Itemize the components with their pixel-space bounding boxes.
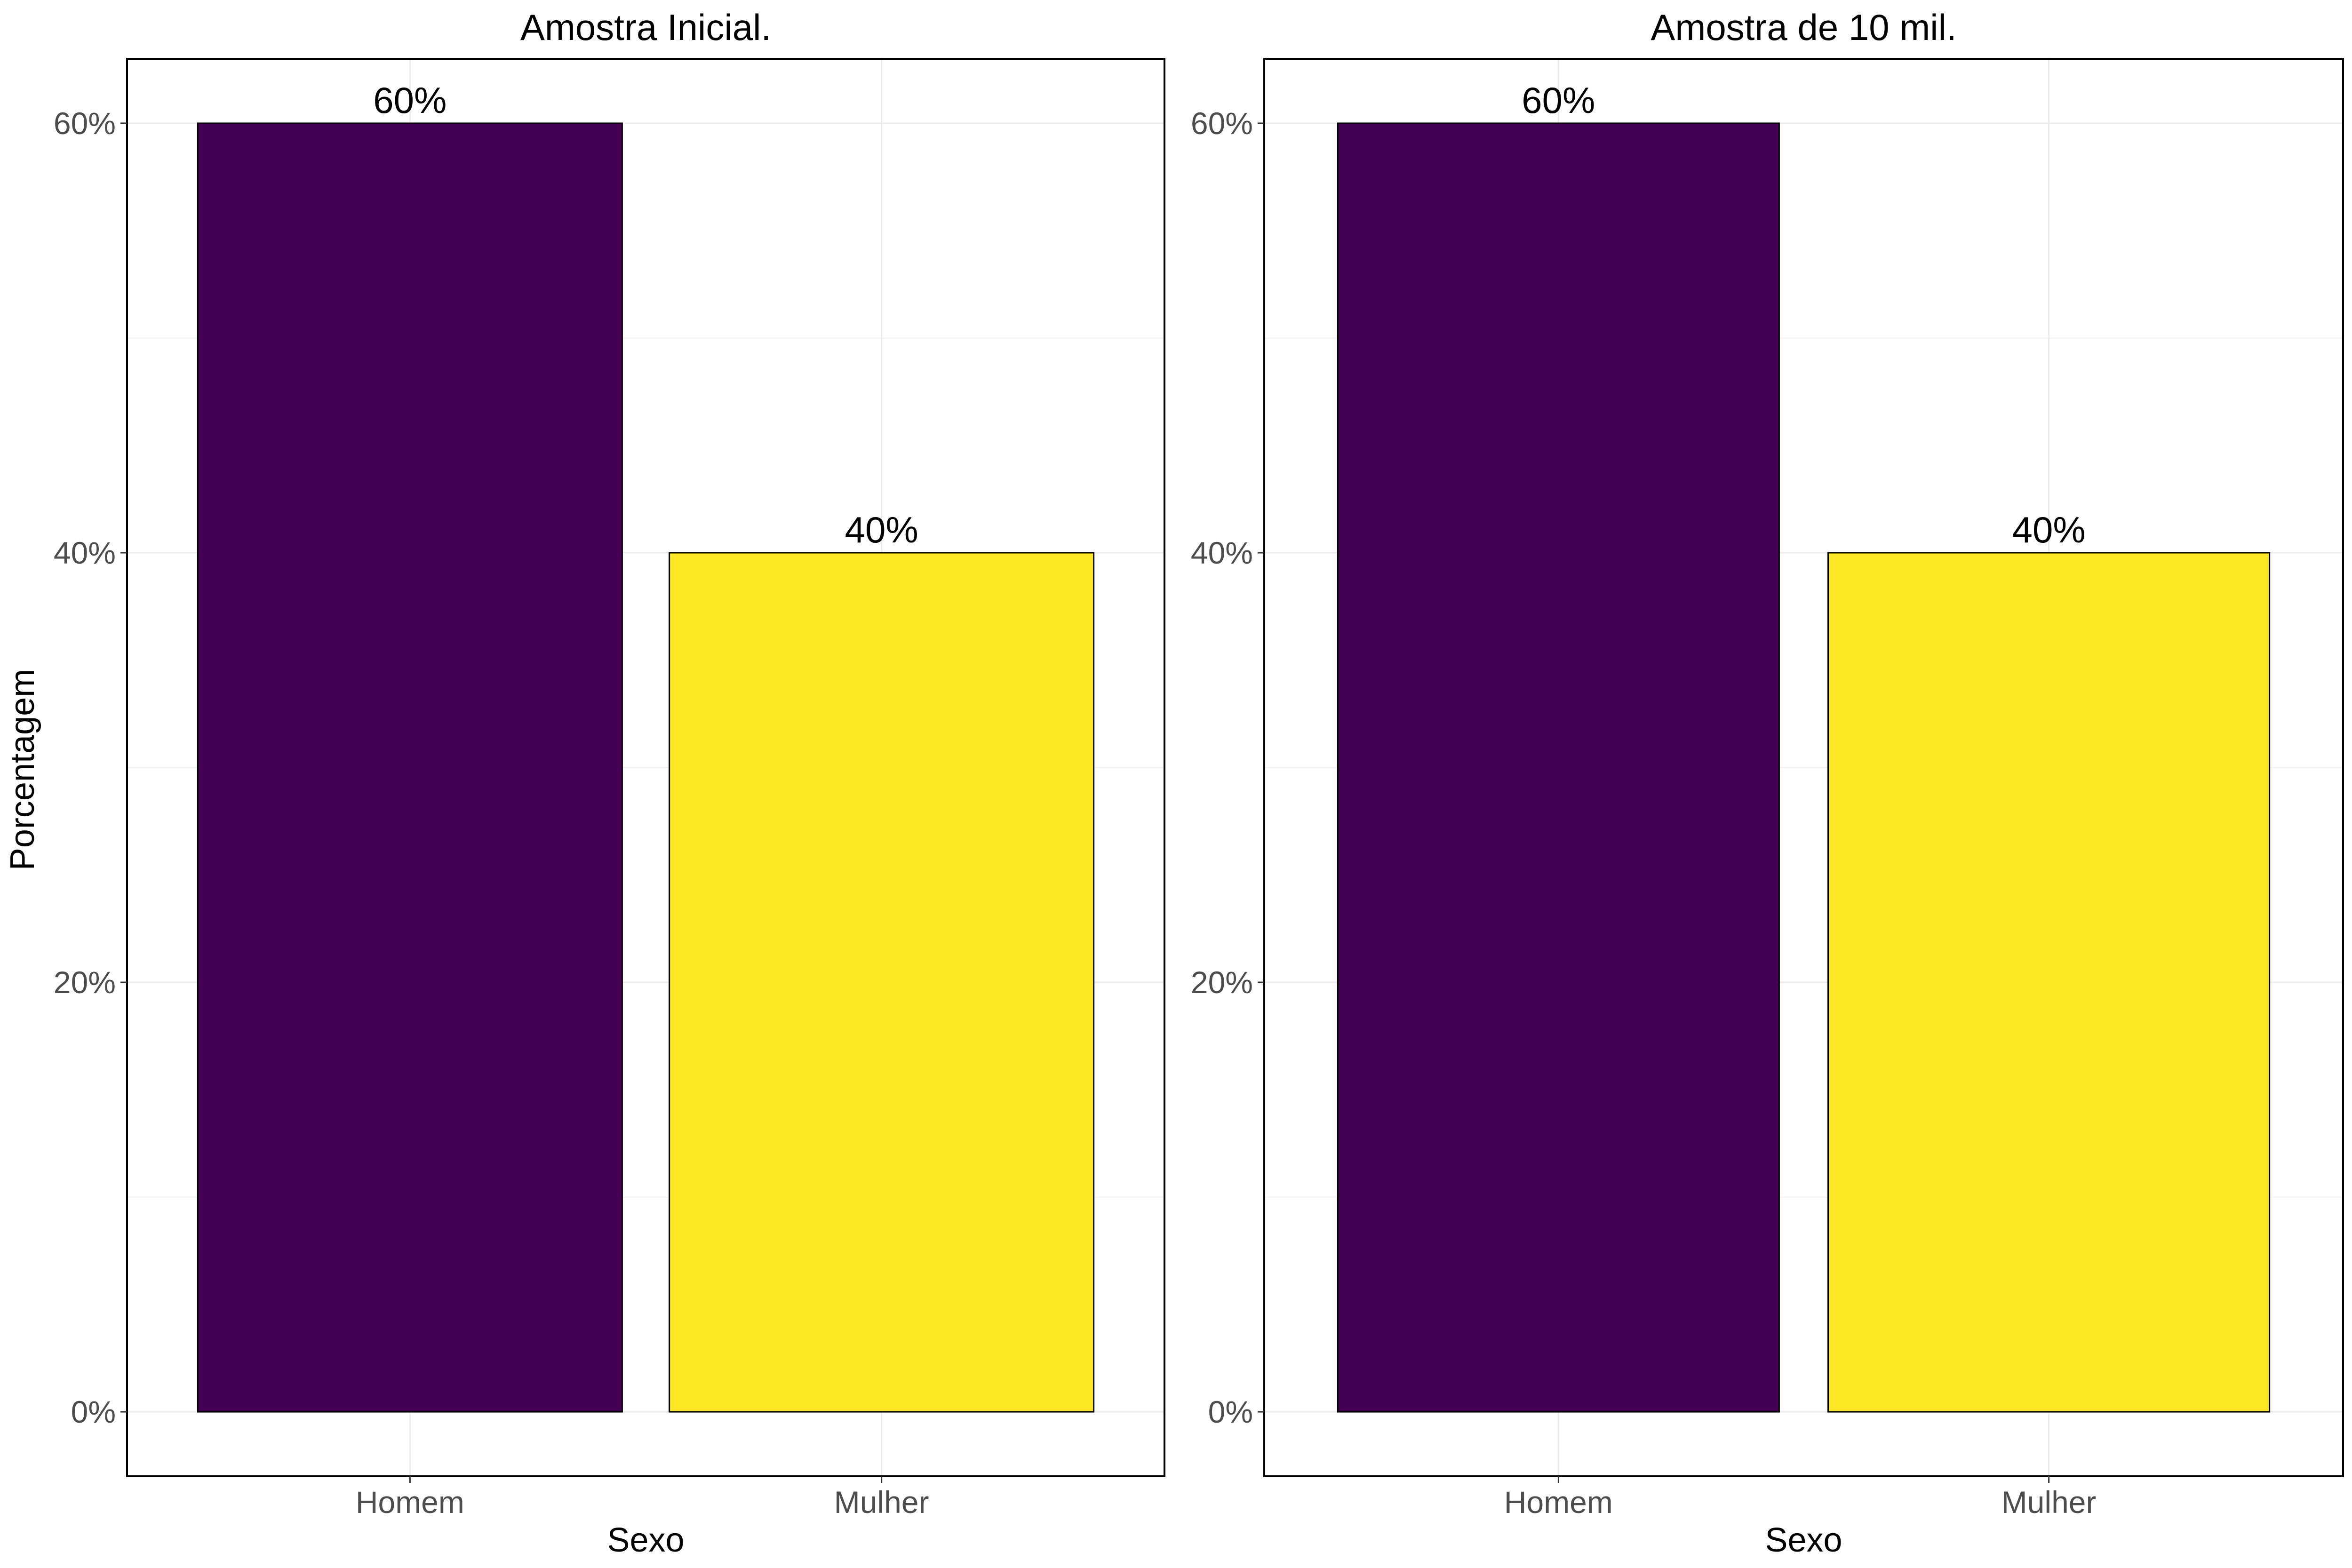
bar-mulher: [669, 552, 1095, 1413]
data-label-homem: 60%: [373, 80, 446, 121]
bar-mulher: [1827, 552, 2271, 1413]
data-label-mulher: 40%: [845, 509, 918, 550]
bar-homem: [197, 122, 623, 1413]
x-axis-title: Sexo: [1765, 1521, 1842, 1559]
x-tick-label: Mulher: [2001, 1485, 2097, 1520]
panel-border: [1263, 58, 2344, 1477]
bar-homem: [1337, 122, 1780, 1413]
x-tick-label: Mulher: [834, 1485, 929, 1520]
y-tick-label: 0%: [1208, 1394, 1253, 1429]
y-tick-label: 20%: [1191, 965, 1253, 1000]
y-tick-label: 60%: [1191, 106, 1253, 141]
x-tick-label: Homem: [1504, 1485, 1613, 1520]
panel-title: Amostra de 10 mil.: [1650, 7, 1956, 48]
y-axis-title: Porcentagem: [4, 669, 41, 870]
data-label-homem: 60%: [1522, 80, 1595, 121]
panel-title: Amostra Inicial.: [520, 7, 771, 48]
x-tick-label: Homem: [356, 1485, 464, 1520]
y-tick-label: 40%: [1191, 535, 1253, 570]
y-tick-label: 0%: [71, 1394, 116, 1429]
panel-border: [126, 58, 1165, 1477]
data-label-mulher: 40%: [2012, 509, 2086, 550]
x-axis-title: Sexo: [607, 1521, 684, 1559]
y-tick-label: 60%: [54, 106, 116, 141]
panels: 60% 40% 0% 20% 40% 60% Homem Mulher Sexo Amostra …: [54, 7, 2344, 1559]
y-tick-label: 40%: [54, 535, 116, 570]
y-tick-label: 20%: [54, 965, 116, 1000]
panel-2: 60% 40% 0% 20% 40% 60% Homem Mulher Sexo Amostra …: [1191, 7, 2344, 1559]
panel-1: 60% 40% 0% 20% 40% 60% Homem Mulher Sexo Amostra …: [54, 7, 1165, 1559]
